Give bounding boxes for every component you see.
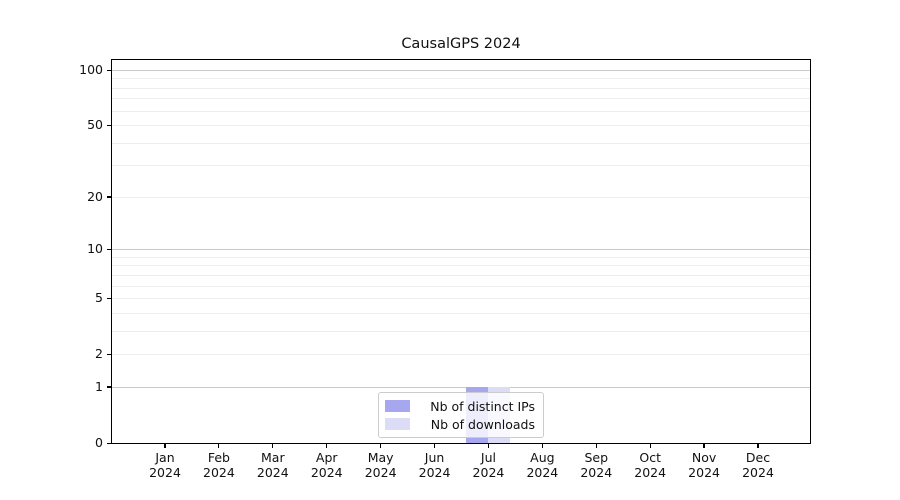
legend-item-distinct-ips: Nb of distinct IPs bbox=[385, 398, 535, 414]
y-tick-mark bbox=[107, 386, 112, 388]
x-tick-label: Nov 2024 bbox=[688, 450, 720, 480]
y-tick-label: 50 bbox=[87, 117, 103, 133]
y-tick-mark bbox=[107, 442, 112, 444]
minor-gridline bbox=[112, 87, 810, 89]
major-gridline bbox=[112, 386, 810, 388]
legend-label: Nb of distinct IPs bbox=[430, 398, 535, 414]
x-tick-label: Jan 2024 bbox=[149, 450, 181, 480]
y-tick-mark bbox=[107, 353, 112, 355]
x-tick-label: Oct 2024 bbox=[634, 450, 667, 480]
x-tick-mark bbox=[218, 443, 220, 448]
distinct-ips-swatch bbox=[385, 400, 410, 412]
x-tick-label: Jul 2024 bbox=[472, 450, 505, 480]
x-tick-mark bbox=[595, 443, 597, 448]
chart-title: CausalGPS 2024 bbox=[401, 36, 521, 52]
x-tick-label: Jun 2024 bbox=[418, 450, 451, 480]
minor-gridline bbox=[112, 142, 810, 144]
y-tick-mark bbox=[107, 196, 112, 198]
x-tick-mark bbox=[649, 443, 651, 448]
x-tick-label: Mar 2024 bbox=[256, 450, 289, 480]
major-gridline bbox=[112, 249, 810, 251]
x-tick-mark bbox=[757, 443, 759, 448]
x-tick-label: Dec 2024 bbox=[742, 450, 774, 480]
plot-frame bbox=[111, 59, 811, 444]
y-tick-label: 100 bbox=[79, 62, 103, 77]
minor-gridline bbox=[112, 98, 810, 100]
x-tick-mark bbox=[164, 443, 166, 448]
y-tick-label: 20 bbox=[87, 188, 103, 204]
minor-gridline bbox=[112, 125, 810, 127]
x-tick-mark bbox=[541, 443, 543, 448]
y-tick-mark bbox=[107, 69, 112, 71]
x-tick-label: Feb 2024 bbox=[203, 450, 235, 480]
minor-gridline bbox=[112, 256, 810, 258]
minor-gridline bbox=[112, 298, 810, 300]
x-tick-label: Sep 2024 bbox=[580, 450, 613, 480]
x-tick-mark bbox=[272, 443, 274, 448]
minor-gridline bbox=[112, 265, 810, 267]
y-tick-label: 5 bbox=[95, 290, 103, 306]
legend-item-downloads: Nb of downloads bbox=[385, 416, 535, 432]
y-tick-label: 10 bbox=[87, 241, 103, 257]
minor-gridline bbox=[112, 354, 810, 356]
x-tick-mark bbox=[326, 443, 328, 448]
minor-gridline bbox=[112, 285, 810, 287]
x-tick-mark bbox=[433, 443, 436, 448]
minor-gridline bbox=[112, 165, 810, 167]
y-tick-label: 2 bbox=[95, 346, 103, 362]
downloads-swatch bbox=[385, 418, 410, 430]
minor-gridline bbox=[112, 110, 810, 112]
minor-gridline bbox=[112, 78, 810, 80]
y-tick-mark bbox=[107, 124, 112, 126]
x-tick-label: May 2024 bbox=[364, 450, 397, 480]
x-tick-mark bbox=[703, 443, 705, 448]
y-tick-label: 0 bbox=[95, 435, 103, 450]
legend: Nb of distinct IPs Nb of downloads bbox=[378, 392, 544, 438]
y-tick-mark bbox=[107, 248, 112, 250]
legend-label: Nb of downloads bbox=[430, 416, 535, 432]
x-tick-label: Apr 2024 bbox=[310, 450, 343, 480]
y-tick-label: 1 bbox=[95, 378, 103, 394]
minor-gridline bbox=[112, 274, 810, 276]
x-tick-label: Aug 2024 bbox=[526, 450, 559, 480]
y-tick-mark bbox=[107, 297, 112, 299]
minor-gridline bbox=[112, 196, 810, 198]
minor-gridline bbox=[112, 330, 810, 332]
x-tick-mark bbox=[380, 443, 382, 448]
minor-gridline bbox=[112, 312, 810, 314]
major-gridline bbox=[112, 70, 810, 71]
x-tick-mark bbox=[487, 443, 490, 448]
